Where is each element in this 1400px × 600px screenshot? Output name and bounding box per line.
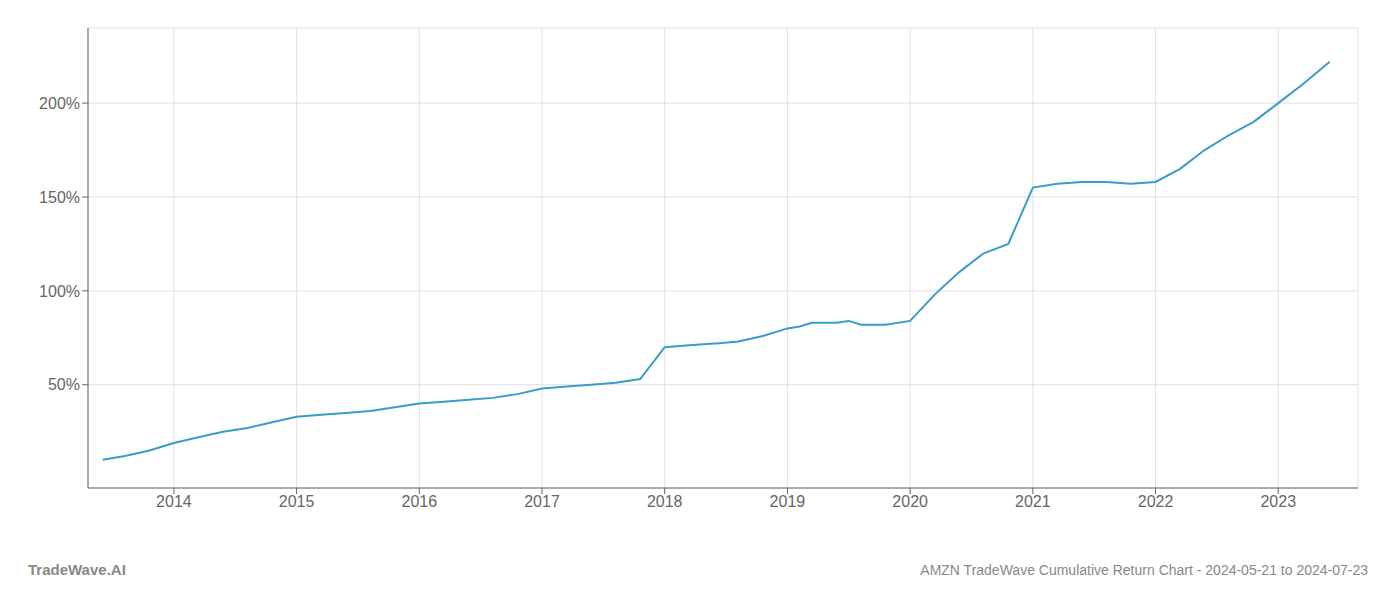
svg-text:2023: 2023 bbox=[1260, 493, 1296, 510]
html-text:AMZN TradeWave Cumulative Retu: AMZN TradeWave Cumulative Return Chart -… bbox=[920, 562, 1368, 578]
html-text:TradeWave.AI: TradeWave.AI bbox=[28, 561, 126, 578]
svg-text:2014: 2014 bbox=[156, 493, 192, 510]
svg-text:150%: 150% bbox=[39, 189, 80, 206]
svg-text:2015: 2015 bbox=[279, 493, 315, 510]
svg-text:2018: 2018 bbox=[647, 493, 683, 510]
svg-text:2016: 2016 bbox=[402, 493, 438, 510]
svg-text:200%: 200% bbox=[39, 95, 80, 112]
svg-text:50%: 50% bbox=[48, 376, 80, 393]
svg-text:2022: 2022 bbox=[1138, 493, 1174, 510]
svg-text:2019: 2019 bbox=[770, 493, 806, 510]
svg-text:2021: 2021 bbox=[1015, 493, 1051, 510]
svg-text:2020: 2020 bbox=[892, 493, 928, 510]
svg-text:100%: 100% bbox=[39, 283, 80, 300]
svg-text:2017: 2017 bbox=[524, 493, 560, 510]
